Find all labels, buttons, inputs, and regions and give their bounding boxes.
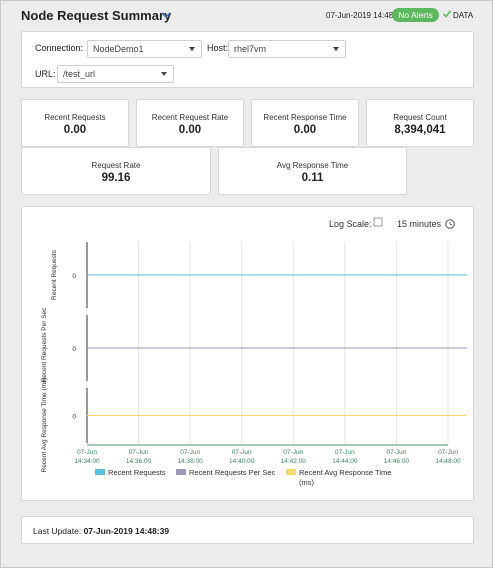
kpi-card-avg-response-time[interactable]: Avg Response Time 0.11	[218, 147, 407, 195]
kpi-value: 0.00	[293, 124, 317, 136]
connection-select[interactable]: NodeDemo1	[87, 40, 202, 58]
header-timestamp: 07-Jun-2019 14:48	[326, 11, 394, 20]
kpi-value: 0.11	[301, 172, 324, 184]
log-scale-checkbox[interactable]	[373, 217, 383, 227]
last-update: Last Update: 07-Jun-2019 14:48:39	[33, 526, 169, 536]
url-select[interactable]: /test_url	[57, 65, 174, 83]
chart-x-tick-date: 07-Jun	[129, 449, 149, 456]
legend-swatch	[176, 469, 186, 475]
last-update-value: 07-Jun-2019 14:48:39	[83, 526, 170, 536]
kpi-label: Recent Request Rate	[151, 113, 229, 122]
chart-y-axis-label: Recent Requests Per Sec	[41, 307, 48, 383]
chart-y-axis-label: Recent Requests	[51, 249, 58, 300]
kpi-card-request-count[interactable]: Request Count 8,394,041	[366, 99, 474, 147]
header-bar: Node Request Summary 07-Jun-2019 14:48 N…	[1, 1, 492, 31]
kpi-card-recent-requests[interactable]: Recent Requests 0.00	[21, 99, 129, 147]
chart-x-tick-time: 14:36:00	[126, 458, 152, 465]
filter-panel: Connection: NodeDemo1 Host: rhel7vm URL:…	[21, 31, 474, 88]
url-select-value: /test_url	[63, 69, 96, 79]
kpi-value: 99.16	[101, 172, 131, 184]
host-label: Host:	[207, 43, 229, 53]
chart-x-tick-date: 07-Jun	[232, 449, 252, 456]
page-title: Node Request Summary	[21, 8, 172, 23]
kpi-value: 0.00	[63, 124, 87, 136]
last-update-label: Last Update:	[33, 526, 84, 536]
chart-x-tick-date: 07-Jun	[77, 449, 97, 456]
chart-x-tick-date: 07-Jun	[335, 449, 355, 456]
chart-x-tick-date: 07-Jun	[386, 449, 406, 456]
chart-y-tick-label: 0	[72, 273, 76, 280]
check-icon	[442, 10, 452, 18]
dropdown-caret-icon	[161, 72, 167, 76]
chart-x-tick-time: 14:34:00	[74, 458, 100, 465]
legend-swatch	[286, 469, 296, 475]
legend-label: Recent Avg Response Time	[299, 468, 391, 477]
footer-panel: Last Update: 07-Jun-2019 14:48:39	[21, 516, 474, 544]
kpi-card-recent-response-time[interactable]: Recent Response Time 0.00	[251, 99, 359, 147]
chart-x-tick-time: 14:46:00	[384, 458, 410, 465]
kpi-value: 0.00	[178, 124, 202, 136]
kpi-card-recent-request-rate[interactable]: Recent Request Rate 0.00	[136, 99, 244, 147]
chart-x-tick-time: 14:38:00	[177, 458, 203, 465]
chart-y-axis-label: Recent Avg Response Time (ms)	[41, 378, 48, 473]
trend-chart-panel: Log Scale: 15 minutes 0 Recent Requests 0 R…	[21, 206, 474, 501]
kpi-label: Request Count	[393, 113, 447, 122]
host-select[interactable]: rhel7vm	[228, 40, 346, 58]
time-range-label[interactable]: 15 minutes	[397, 219, 442, 229]
legend-label: Recent Requests	[108, 468, 166, 477]
connection-label: Connection:	[35, 43, 84, 53]
dropdown-caret-icon	[189, 47, 195, 51]
host-select-value: rhel7vm	[234, 44, 267, 54]
chart-x-tick-date: 07-Jun	[438, 449, 458, 456]
trend-chart: Log Scale: 15 minutes 0 Recent Requests 0 R…	[41, 217, 467, 487]
log-scale-label: Log Scale:	[329, 219, 372, 229]
chart-x-tick-time: 14:44:00	[332, 458, 358, 465]
kpi-value: 8,394,041	[394, 124, 446, 136]
chart-x-tick-date: 07-Jun	[180, 449, 200, 456]
kpi-label: Avg Response Time	[276, 161, 349, 170]
kpi-label: Request Rate	[91, 161, 141, 170]
chart-y-tick-label: 0	[72, 414, 76, 421]
connection-select-value: NodeDemo1	[93, 44, 144, 54]
kpi-card-request-rate[interactable]: Request Rate 99.16	[21, 147, 211, 195]
alert-status-badge[interactable]: No Alerts	[392, 8, 439, 22]
chart-x-tick-time: 14:48:00	[435, 458, 461, 465]
kpi-label: Recent Requests	[44, 113, 106, 122]
chevron-down-icon[interactable]	[160, 9, 172, 21]
dropdown-caret-icon	[333, 47, 339, 51]
data-status-label: DATA	[453, 11, 474, 20]
chart-x-tick-date: 07-Jun	[283, 449, 303, 456]
chart-x-tick-time: 14:40:00	[229, 458, 255, 465]
url-label: URL:	[35, 69, 56, 79]
chart-x-tick-time: 14:42:00	[281, 458, 307, 465]
legend-label: Recent Requests Per Sec	[189, 468, 276, 477]
kpi-label: Recent Response Time	[263, 113, 347, 122]
clock-icon[interactable]	[445, 219, 455, 229]
chart-y-tick-label: 0	[72, 346, 76, 353]
legend-label-continued: (ms)	[299, 478, 314, 487]
legend-swatch	[95, 469, 105, 475]
